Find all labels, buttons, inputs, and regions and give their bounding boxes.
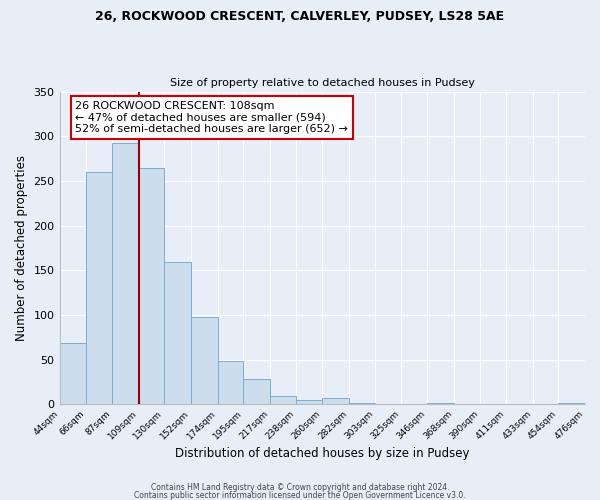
Bar [139,168,164,404]
X-axis label: Distribution of detached houses by size in Pudsey: Distribution of detached houses by size … [175,447,470,460]
Bar [164,262,191,404]
Bar [270,396,296,404]
Bar [59,343,86,404]
Title: Size of property relative to detached houses in Pudsey: Size of property relative to detached ho… [170,78,475,88]
Bar [322,398,349,404]
Bar [558,402,585,404]
Text: Contains public sector information licensed under the Open Government Licence v3: Contains public sector information licen… [134,490,466,500]
Y-axis label: Number of detached properties: Number of detached properties [15,155,28,341]
Text: 26, ROCKWOOD CRESCENT, CALVERLEY, PUDSEY, LS28 5AE: 26, ROCKWOOD CRESCENT, CALVERLEY, PUDSEY… [95,10,505,23]
Text: Contains HM Land Registry data © Crown copyright and database right 2024.: Contains HM Land Registry data © Crown c… [151,484,449,492]
Bar [218,360,243,405]
Bar [243,378,270,404]
Bar [112,142,139,404]
Bar [349,402,374,404]
Bar [427,402,454,404]
Bar [191,317,218,404]
Bar [86,172,112,404]
Text: 26 ROCKWOOD CRESCENT: 108sqm
← 47% of detached houses are smaller (594)
52% of s: 26 ROCKWOOD CRESCENT: 108sqm ← 47% of de… [76,101,348,134]
Bar [296,400,322,404]
